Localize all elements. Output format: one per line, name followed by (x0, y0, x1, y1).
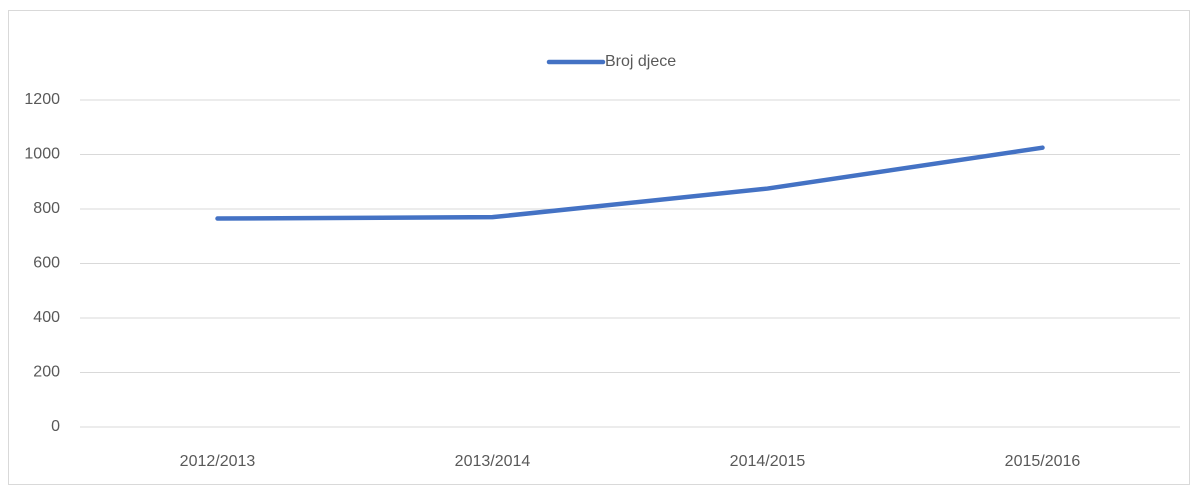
y-tick-label: 400 (33, 309, 60, 326)
x-tick-label: 2014/2015 (730, 453, 806, 470)
line-series (215, 145, 1045, 221)
x-tick-label: 2012/2013 (180, 453, 256, 470)
y-tick-label: 200 (33, 364, 60, 381)
y-tick-label: 1200 (24, 91, 60, 108)
y-tick-label: 800 (33, 200, 60, 217)
x-tick-label: 2015/2016 (1005, 453, 1081, 470)
chart-border (8, 10, 1190, 485)
legend-label: Broj djece (605, 53, 676, 70)
y-tick-label: 0 (51, 418, 60, 435)
x-tick-label: 2013/2014 (455, 453, 531, 470)
y-tick-label: 1000 (24, 146, 60, 163)
y-tick-label: 600 (33, 255, 60, 272)
